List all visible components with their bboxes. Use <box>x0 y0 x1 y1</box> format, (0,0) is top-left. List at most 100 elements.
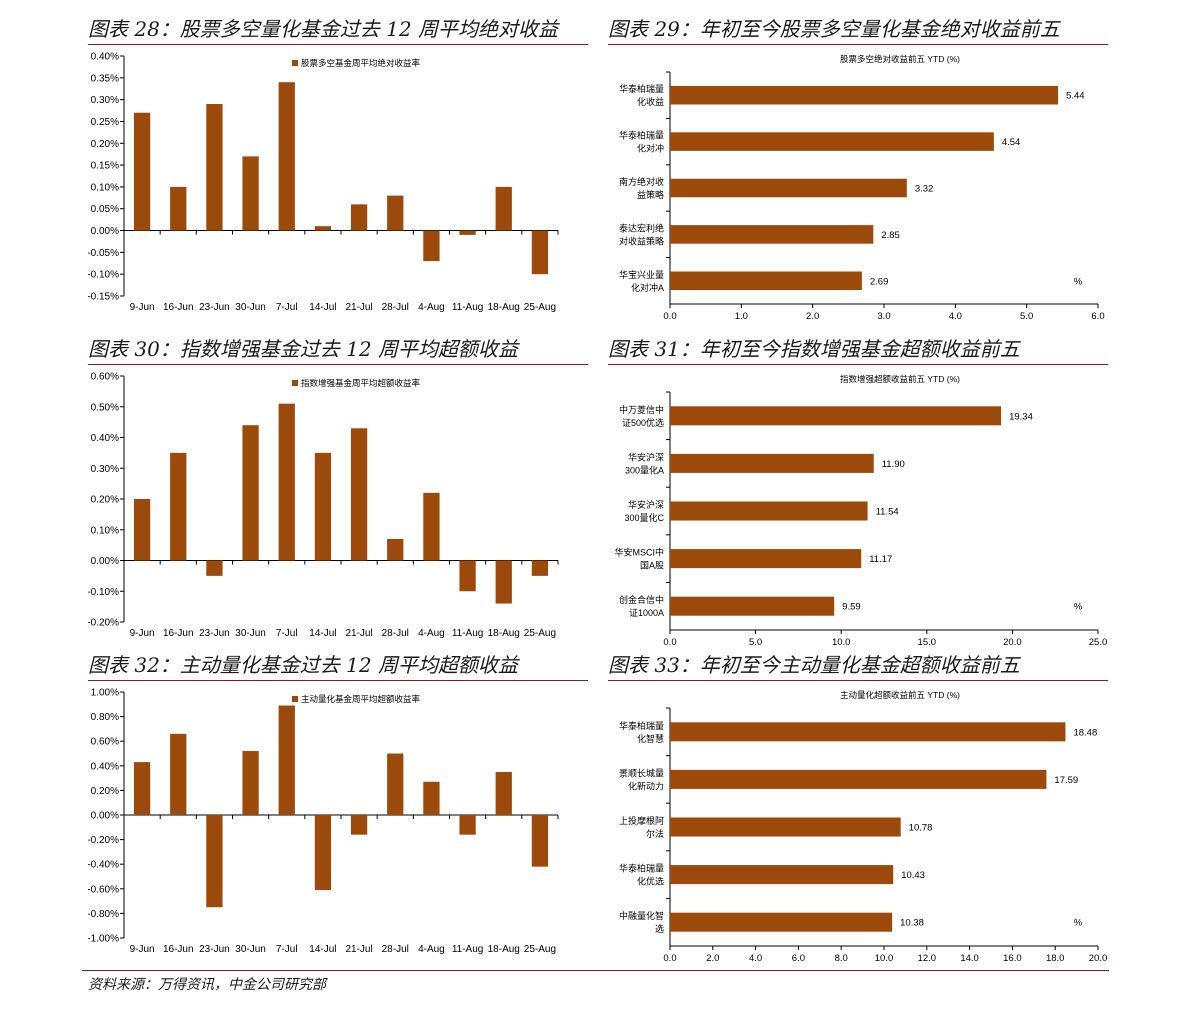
x-tick-label: 6.0 <box>1091 311 1104 322</box>
data-label: 2.69 <box>870 276 889 287</box>
chart-title: 图表 32：主动量化基金过去 12 周平均超额收益 <box>88 653 518 677</box>
chart-svg: 0.60% 0.50% 0.40% 0.30% 0.20% 0.10% 0.00% -0.10… <box>88 372 559 639</box>
x-tick-label: 4-Aug <box>418 302 445 313</box>
x-tick-label: 21-Jul <box>345 628 372 639</box>
legend-label: 主动量化基金周平均超额收益率 <box>301 694 421 704</box>
source-note: 资料来源：万得资讯，中金公司研究部 <box>88 977 326 993</box>
legend-label: 指数增强基金周平均超额收益率 <box>301 378 421 388</box>
unit-label: % <box>1074 602 1083 613</box>
bar <box>242 425 259 561</box>
bar <box>387 753 404 815</box>
x-tick-label: 11-Aug <box>452 302 484 313</box>
data-label: 10.78 <box>909 823 933 834</box>
legend-label: 股票多空基金周平均绝对收益率 <box>301 58 421 68</box>
bar <box>670 85 1059 105</box>
bar <box>278 403 295 561</box>
y-tick-label: -0.15% <box>88 292 119 303</box>
y-category-label: 华泰柏瑞量 <box>619 83 664 94</box>
y-tick-label: 0.00% <box>91 226 119 237</box>
chart-title: 图表 31：年初至今指数增强基金超额收益前五 <box>608 337 1020 361</box>
title-rule <box>88 44 588 45</box>
y-category-label: 中融量化智 <box>619 910 664 921</box>
x-tick-label: 23-Jun <box>199 628 230 639</box>
source-rule <box>82 970 1109 971</box>
chart-title: 图表 29：年初至今股票多空量化基金绝对收益前五 <box>608 17 1060 41</box>
panel-fig30: 图表 30：指数增强基金过去 12 周平均超额收益 0.60% 0.50% 0.40… <box>88 336 588 652</box>
y-tick-label: -0.40% <box>88 860 119 871</box>
bar <box>670 596 835 616</box>
bar <box>670 501 868 521</box>
x-tick-label: 30-Jun <box>235 628 266 639</box>
bar <box>459 230 476 235</box>
bar <box>242 156 259 231</box>
title-rule <box>88 680 588 681</box>
bar <box>170 186 187 231</box>
x-tick-label: 0.0 <box>663 953 676 964</box>
x-tick-label: 18-Aug <box>488 944 520 955</box>
x-tick-label: 25-Aug <box>524 628 556 639</box>
x-tick-label: 10.0 <box>832 637 851 648</box>
bar <box>495 560 512 604</box>
y-category-label: 化新动力 <box>628 780 664 791</box>
panel-fig28: 图表 28：股票多空量化基金过去 12 周平均绝对收益 0.40% 0.35% 0.… <box>88 16 588 326</box>
y-category-label: 华泰柏瑞量 <box>619 130 664 141</box>
bar <box>495 771 512 815</box>
chart-svg: 0.40% 0.35% 0.30% 0.25% 0.20% 0.15% 0.10% 0.05%… <box>88 52 559 313</box>
x-tick-label: 0.0 <box>663 311 676 322</box>
y-category-label: 选 <box>655 923 664 934</box>
x-tick-label: 14-Jul <box>309 628 336 639</box>
x-tick-label: 6.0 <box>792 953 805 964</box>
x-tick-label: 14-Jul <box>309 944 336 955</box>
y-tick-label: -0.20% <box>88 835 119 846</box>
x-tick-label: 9-Jun <box>130 302 155 313</box>
bar <box>350 815 368 835</box>
bar <box>670 271 862 291</box>
bar <box>423 230 440 262</box>
bar <box>133 762 151 815</box>
x-tick-label: 28-Jul <box>382 628 409 639</box>
y-tick-label: 0.20% <box>91 139 119 150</box>
y-tick-label: -0.20% <box>88 618 119 629</box>
y-tick-label: 0.40% <box>91 433 119 444</box>
x-tick-label: 0.0 <box>663 637 676 648</box>
x-tick-label: 9-Jun <box>130 628 155 639</box>
legend-swatch <box>292 696 298 702</box>
bar <box>670 912 893 932</box>
x-tick-label: 5.0 <box>1020 311 1033 322</box>
bar <box>387 195 404 231</box>
x-tick-label: 20.0 <box>1089 953 1108 964</box>
y-category-label: 化智慧 <box>637 733 664 744</box>
x-tick-label: 11-Aug <box>452 944 484 955</box>
y-tick-label: 0.00% <box>91 556 119 567</box>
data-label: 10.43 <box>901 870 925 881</box>
data-label: 11.54 <box>876 507 899 518</box>
x-tick-label: 23-Jun <box>199 944 230 955</box>
x-tick-label: 20.0 <box>1003 637 1022 648</box>
x-tick-label: 11-Aug <box>452 628 484 639</box>
y-tick-label: 0.40% <box>91 761 119 772</box>
y-tick-label: 0.50% <box>91 402 119 413</box>
x-tick-label: 16-Jun <box>163 302 194 313</box>
x-tick-label: 3.0 <box>877 311 890 322</box>
x-tick-label: 18.0 <box>1046 953 1065 964</box>
y-tick-label: 0.30% <box>91 464 119 475</box>
bar <box>459 560 476 592</box>
chart-subtitle: 股票多空绝对收益前五 YTD (%) <box>840 54 960 64</box>
bar <box>670 178 907 198</box>
y-category-label: 创金合信中 <box>619 594 664 605</box>
y-tick-label: -0.10% <box>88 587 119 598</box>
chart-subtitle: 指数增强超额收益前五 YTD (%) <box>840 374 960 384</box>
x-tick-label: 21-Jul <box>345 302 372 313</box>
legend-swatch <box>292 60 298 66</box>
y-category-label: 华宝兴业量 <box>619 269 664 280</box>
x-tick-label: 30-Jun <box>235 944 266 955</box>
unit-label: % <box>1074 276 1083 287</box>
y-category-label: 华安沪深 <box>628 451 664 462</box>
y-category-label: 化对冲 <box>637 143 664 154</box>
bar <box>133 499 151 561</box>
y-category-label: 泰达宏利绝 <box>619 222 664 233</box>
y-category-label: 国A股 <box>640 561 664 571</box>
title-rule <box>88 364 588 365</box>
x-tick-label: 8.0 <box>835 953 848 964</box>
bar <box>278 82 295 231</box>
